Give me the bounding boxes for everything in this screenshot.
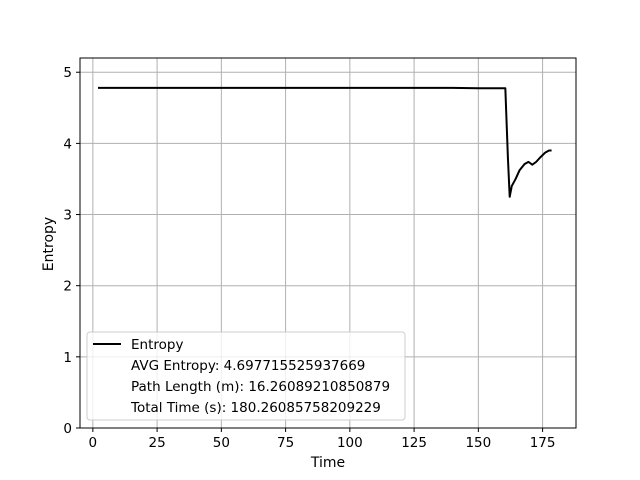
y-tick-label: 4 xyxy=(63,136,72,152)
legend-entry-entropy: Entropy xyxy=(131,337,183,353)
legend-box xyxy=(86,331,406,421)
x-tick-label: 25 xyxy=(149,435,166,451)
x-tick-label: 75 xyxy=(277,435,294,451)
axis-ticks: 0 25 50 75 100 125 150 175 0 1 2 3 4 5 xyxy=(63,65,555,451)
y-tick-label: 5 xyxy=(63,65,72,81)
y-tick-label: 1 xyxy=(63,350,72,366)
x-tick-label: 100 xyxy=(337,435,363,451)
y-tick-label: 3 xyxy=(63,208,72,224)
x-tick-label: 125 xyxy=(401,435,427,451)
axes-frame xyxy=(79,57,577,429)
x-tick-label: 150 xyxy=(465,435,491,451)
x-tick-label: 0 xyxy=(89,435,98,451)
legend: Entropy AVG Entropy: 4.697715525937669 P… xyxy=(86,331,406,421)
legend-entry-path-length: Path Length (m): 16.26089210850879 xyxy=(131,379,390,395)
legend-entry-avg-entropy: AVG Entropy: 4.697715525937669 xyxy=(131,358,365,374)
x-tick-label: 175 xyxy=(530,435,556,451)
y-tick-label: 2 xyxy=(63,279,72,295)
x-tick-label: 50 xyxy=(213,435,230,451)
x-axis-label: Time xyxy=(310,455,345,471)
y-tick-label: 0 xyxy=(63,421,72,437)
grid-lines xyxy=(80,58,576,429)
plot-series xyxy=(97,86,552,198)
y-axis-label: Entropy xyxy=(41,217,57,271)
legend-entry-total-time: Total Time (s): 180.26085758209229 xyxy=(130,400,381,416)
series-line-entropy xyxy=(97,86,552,198)
